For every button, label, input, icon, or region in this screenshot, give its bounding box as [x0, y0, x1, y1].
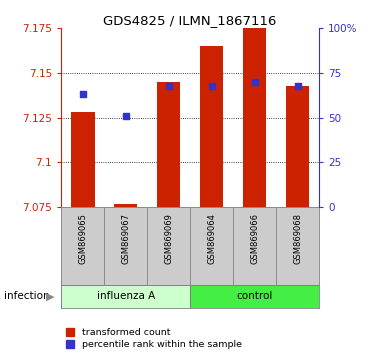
Text: infection: infection — [4, 291, 49, 302]
Point — [252, 79, 257, 85]
Text: GSM869067: GSM869067 — [121, 213, 130, 264]
Text: influenza A: influenza A — [96, 291, 155, 302]
Point — [80, 92, 86, 97]
Text: ▶: ▶ — [46, 291, 55, 302]
Bar — [190, 285, 319, 308]
Bar — [61, 285, 190, 308]
Text: GSM869068: GSM869068 — [293, 213, 302, 264]
Bar — [114, 204, 138, 207]
Point — [123, 113, 129, 119]
Text: GSM869066: GSM869066 — [250, 213, 259, 264]
Bar — [286, 86, 309, 207]
Point — [295, 83, 301, 88]
Point — [209, 83, 214, 88]
Bar — [71, 112, 95, 207]
Point — [166, 83, 172, 88]
Text: GSM869064: GSM869064 — [207, 213, 216, 264]
Bar — [243, 28, 266, 207]
Bar — [157, 82, 180, 207]
Legend: transformed count, percentile rank within the sample: transformed count, percentile rank withi… — [66, 328, 242, 349]
Text: GSM869069: GSM869069 — [164, 213, 173, 264]
Title: GDS4825 / ILMN_1867116: GDS4825 / ILMN_1867116 — [104, 14, 277, 27]
Text: control: control — [236, 291, 273, 302]
Text: GSM869065: GSM869065 — [78, 213, 87, 264]
Bar — [200, 46, 223, 207]
